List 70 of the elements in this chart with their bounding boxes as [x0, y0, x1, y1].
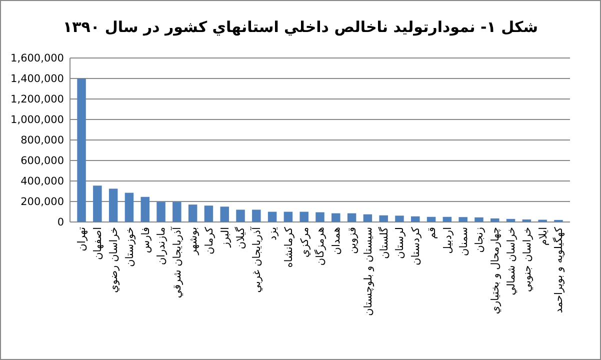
bar	[172, 202, 182, 222]
x-tick-label: آذربايجان شرقي	[170, 226, 184, 298]
x-tick-label: البرز	[219, 227, 232, 248]
bar	[268, 212, 277, 222]
x-tick-label: خوزستان	[124, 227, 136, 267]
y-tick-label: 1,200,000	[10, 94, 64, 106]
bar	[379, 215, 388, 222]
y-tick-label: 1,600,000	[10, 52, 64, 65]
bar	[458, 217, 468, 222]
x-tick-label: چهارمحال و بختياري	[490, 227, 502, 314]
x-tick-label: كهگيلويه و بويراحمد	[552, 227, 566, 314]
bar	[77, 78, 86, 222]
x-tick-label: اردبيل	[442, 227, 454, 254]
bar	[332, 213, 340, 222]
x-tick-label: قم	[426, 227, 438, 240]
bar	[124, 192, 134, 222]
bar	[108, 188, 118, 222]
y-tick-label: 400,000	[20, 176, 64, 188]
bar	[442, 216, 452, 222]
x-tick-label: هرمزگان	[314, 227, 327, 266]
x-tick-label: زنجان	[474, 227, 486, 253]
x-tick-label: تهران	[76, 226, 88, 252]
x-tick-label: مركزي	[298, 227, 311, 258]
bar	[300, 212, 308, 222]
x-tick-label: سيستان و بلوچستان	[362, 227, 374, 316]
x-tick-label: كردستان	[410, 227, 422, 266]
x-tick-label: كرمان	[203, 227, 216, 254]
y-tick-label: 600,000	[20, 155, 64, 168]
bar	[93, 186, 102, 222]
x-tick-label: خراسان جنوبي	[521, 227, 534, 292]
bar	[506, 218, 516, 222]
y-tick-label: 1,000,000	[10, 114, 64, 126]
bar	[490, 218, 500, 222]
y-tick-label: 200,000	[20, 196, 64, 208]
bar	[188, 204, 198, 222]
x-tick-label: سمنان	[458, 227, 470, 256]
bar	[284, 212, 293, 222]
chart-title: شكل ١- نمودارتوليد ناخالص داخلي استانهاي كشور در سال ١٣٩٠	[63, 18, 538, 36]
bar	[220, 206, 229, 222]
bar	[363, 214, 372, 222]
x-tick-label: ايلام	[537, 227, 550, 246]
y-tick-label: 1,400,000	[10, 73, 64, 86]
x-tick-label: گلستان	[377, 227, 390, 259]
bar	[395, 216, 404, 222]
x-tick-label: گيلان	[234, 227, 248, 250]
x-tick-label: بوشهر	[187, 227, 200, 256]
bar	[426, 216, 436, 222]
x-tick-label: لرستان	[394, 227, 406, 259]
x-tick-label: كرمانشاه	[282, 227, 295, 268]
y-tick-label: 0	[57, 216, 64, 229]
x-tick-label: آذربايجان غربي	[250, 226, 264, 293]
bar	[522, 219, 532, 222]
x-tick-label: خراسان رضوي	[108, 227, 120, 293]
bar	[474, 217, 484, 222]
x-tick-label: يزد	[266, 226, 279, 240]
bar	[316, 212, 324, 222]
bar	[204, 206, 214, 222]
x-tick-label: همدان	[330, 227, 343, 255]
bar	[411, 216, 420, 222]
x-tick-label: مازندران	[156, 227, 168, 266]
y-tick-label: 800,000	[20, 134, 64, 147]
bar	[252, 210, 261, 222]
bar	[236, 210, 245, 222]
x-tick-label: خراسان شمالي	[505, 227, 518, 296]
x-tick-label: قزوين	[346, 227, 358, 254]
x-tick-label: فارس	[140, 227, 152, 254]
bar	[156, 202, 166, 222]
bar	[347, 213, 356, 222]
bar	[140, 196, 150, 222]
x-tick-label: اصفهان	[92, 227, 104, 260]
